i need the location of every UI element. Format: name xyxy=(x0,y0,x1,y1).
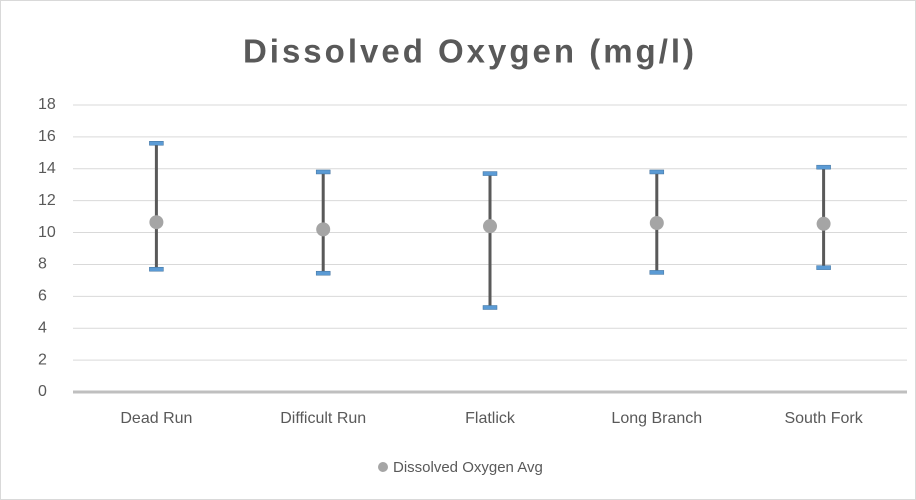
x-tick-label: Dead Run xyxy=(120,410,192,427)
x-tick-label: South Fork xyxy=(784,410,863,427)
cap xyxy=(816,265,831,270)
cap xyxy=(482,171,498,176)
cap xyxy=(315,270,331,276)
cap xyxy=(482,305,498,310)
legend-label: Dissolved Oxygen Avg xyxy=(393,459,543,476)
y-tick-label: 18 xyxy=(38,96,56,113)
cap xyxy=(315,169,331,175)
avg-point xyxy=(816,216,831,231)
y-tick-label: 10 xyxy=(38,224,56,241)
avg-point xyxy=(649,215,664,230)
y-tick-label: 14 xyxy=(38,160,56,177)
y-tick-label: 0 xyxy=(38,383,47,400)
y-tick-label: 12 xyxy=(38,192,56,209)
chart-title: Dissolved Oxygen (mg/l) xyxy=(243,33,697,70)
x-tick-label: Flatlick xyxy=(465,410,516,427)
cap xyxy=(149,266,164,272)
y-tick-label: 2 xyxy=(38,351,47,368)
cap xyxy=(649,270,665,275)
y-tick-label: 16 xyxy=(38,128,56,145)
cap xyxy=(149,141,164,146)
x-tick-label: Long Branch xyxy=(611,410,702,427)
cap xyxy=(649,169,665,175)
avg-point xyxy=(316,222,331,237)
y-tick-label: 6 xyxy=(38,288,47,305)
y-tick-label: 4 xyxy=(38,319,47,336)
legend-marker xyxy=(378,462,388,472)
cap xyxy=(816,164,831,170)
avg-point xyxy=(483,219,497,234)
y-tick-label: 8 xyxy=(38,256,47,273)
x-tick-label: Difficult Run xyxy=(280,410,366,427)
avg-point xyxy=(149,215,164,230)
